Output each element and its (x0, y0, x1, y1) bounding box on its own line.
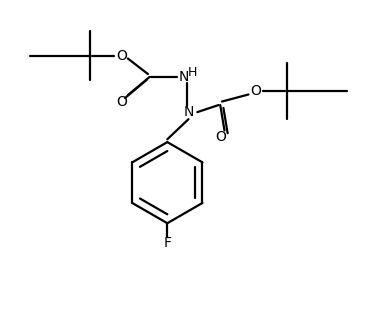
Text: O: O (116, 49, 127, 63)
Text: F: F (163, 235, 171, 250)
Text: O: O (116, 95, 127, 109)
Text: O: O (250, 84, 261, 98)
Text: N: N (179, 70, 190, 84)
Text: N: N (183, 105, 194, 119)
Text: H: H (188, 66, 198, 79)
Text: O: O (215, 130, 226, 144)
